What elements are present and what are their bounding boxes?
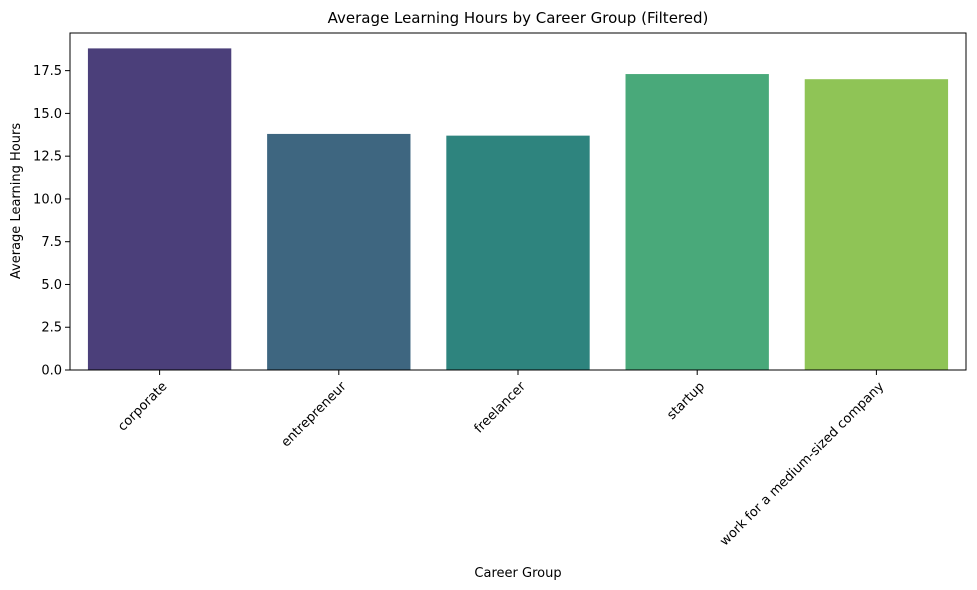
- y-axis: 0.0 2.5 5.0 7.5 10.0 12.5 15.0 17.5: [33, 64, 70, 379]
- x-tick-label: freelancer: [472, 379, 530, 437]
- x-tick-label: startup: [664, 379, 708, 423]
- x-axis: corporate entrepreneur freelancer startup wo…: [115, 370, 887, 549]
- chart-title: Average Learning Hours by Career Group (…: [328, 9, 709, 27]
- y-tick-label: 7.5: [41, 235, 62, 250]
- bar-freelancer: [446, 135, 590, 370]
- x-tick-label: corporate: [115, 379, 170, 434]
- y-axis-label: Average Learning Hours: [9, 123, 24, 279]
- bar-work-for-a-medium-sized-company: [804, 79, 949, 371]
- bar-startup: [625, 74, 769, 370]
- bars-group: [87, 48, 949, 371]
- plot-frame: [69, 32, 967, 371]
- x-tick-label: entrepreneur: [279, 379, 351, 451]
- y-tick-label: 15.0: [33, 107, 62, 122]
- y-tick-label: 17.5: [33, 64, 62, 79]
- y-tick-label: 10.0: [33, 192, 62, 207]
- bar-entrepreneur: [267, 133, 411, 370]
- x-axis-label: Career Group: [474, 566, 561, 581]
- y-tick-label: 0.0: [41, 364, 62, 379]
- x-tick-label: work for a medium-sized company: [717, 379, 887, 549]
- y-tick-label: 12.5: [33, 150, 62, 165]
- y-tick-label: 2.5: [41, 321, 62, 336]
- y-tick-label: 5.0: [41, 278, 62, 293]
- bar-corporate: [87, 48, 232, 371]
